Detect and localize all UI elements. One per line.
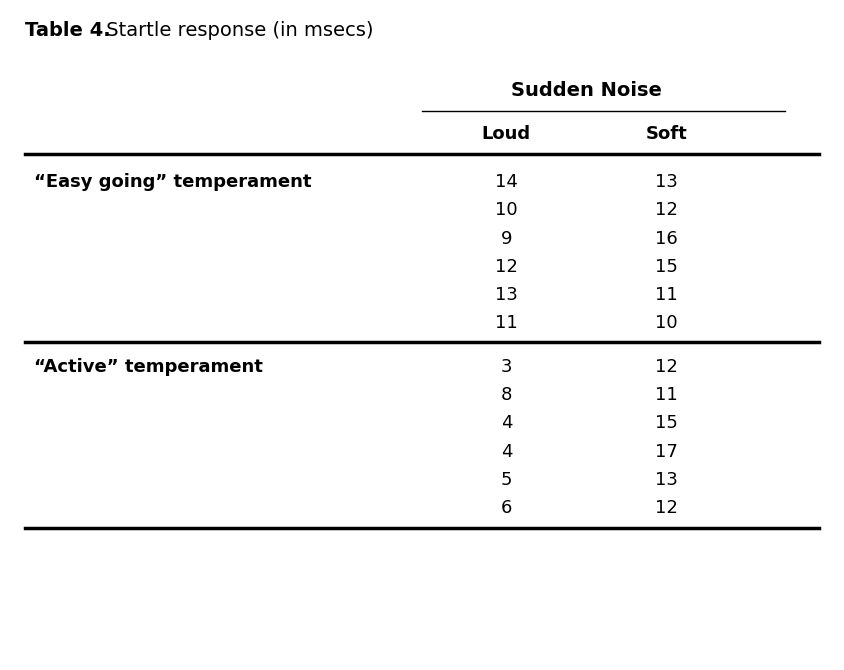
Text: 15: 15 <box>655 415 679 432</box>
Text: 12: 12 <box>495 258 518 275</box>
Text: Soft: Soft <box>646 125 688 143</box>
Text: 15: 15 <box>655 258 679 275</box>
Text: 3: 3 <box>500 358 512 376</box>
Text: “Active” temperament: “Active” temperament <box>34 358 262 376</box>
Text: 5: 5 <box>500 471 512 488</box>
Text: 14: 14 <box>495 174 518 191</box>
Text: 13: 13 <box>655 174 679 191</box>
Text: Sudden Noise: Sudden Noise <box>511 81 662 100</box>
Text: Table 4.: Table 4. <box>25 21 111 40</box>
Text: “Easy going” temperament: “Easy going” temperament <box>34 174 311 191</box>
Text: 11: 11 <box>656 286 678 304</box>
Text: 13: 13 <box>655 471 679 488</box>
Text: 12: 12 <box>655 358 679 376</box>
Text: 10: 10 <box>495 202 517 219</box>
Text: 4: 4 <box>500 415 512 432</box>
Text: 11: 11 <box>656 387 678 404</box>
Text: 6: 6 <box>500 499 512 517</box>
Text: 13: 13 <box>495 286 518 304</box>
Text: 16: 16 <box>656 230 678 247</box>
Text: 4: 4 <box>500 443 512 460</box>
Text: 12: 12 <box>655 202 679 219</box>
Text: Loud: Loud <box>482 125 531 143</box>
Text: Startle response (in msecs): Startle response (in msecs) <box>100 21 373 40</box>
Text: 10: 10 <box>656 314 678 332</box>
Text: 8: 8 <box>500 387 512 404</box>
Text: 11: 11 <box>495 314 517 332</box>
Text: 9: 9 <box>500 230 512 247</box>
Text: 17: 17 <box>655 443 679 460</box>
Text: 12: 12 <box>655 499 679 517</box>
